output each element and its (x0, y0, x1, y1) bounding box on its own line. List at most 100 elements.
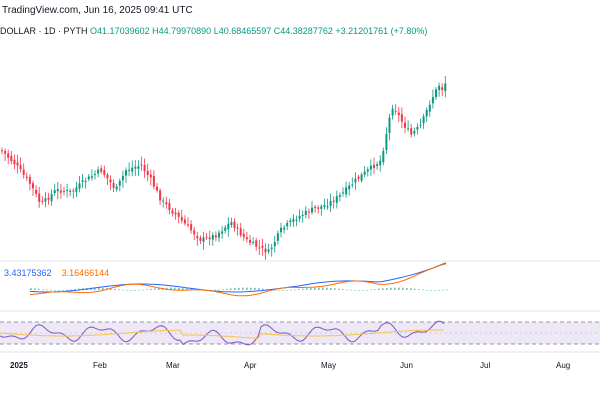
candle-body (391, 108, 394, 116)
x-label-may: May (321, 361, 336, 370)
candle-body (366, 169, 369, 172)
candle-body (431, 97, 434, 104)
candle-body (159, 190, 162, 201)
macd-histogram-bar (330, 287, 332, 290)
candle-body (326, 206, 329, 208)
macd-histogram-bar (250, 287, 252, 290)
candle-body (295, 219, 298, 221)
macd-histogram-bar (54, 289, 56, 291)
candle-body (338, 194, 341, 197)
candle-body (323, 205, 326, 208)
time-axis[interactable]: 2025 Feb Mar Apr May Jun Jul Aug (10, 361, 570, 370)
candle-body (329, 200, 332, 206)
candle-body (7, 153, 10, 158)
macd-histogram-bar (362, 289, 364, 291)
macd-histogram-bar (310, 288, 312, 290)
candle-body (227, 223, 230, 230)
macd-histogram-bar (410, 288, 412, 290)
macd-histogram-bar (178, 287, 180, 290)
candle-body (211, 234, 214, 240)
macd-histogram-bar (174, 287, 176, 290)
candle-body (180, 217, 183, 221)
macd-histogram-bar (246, 287, 248, 290)
candle-body (335, 196, 338, 203)
macd-histogram-bar (46, 289, 48, 291)
macd-histogram-bar (394, 287, 396, 290)
candle-body (143, 165, 146, 172)
candle-body (438, 85, 441, 90)
candle-body (90, 176, 93, 178)
macd-histogram-bar (370, 289, 372, 291)
macd-histogram-bar (218, 289, 220, 291)
macd-histogram-bar (274, 289, 276, 291)
macd-histogram-bar (318, 287, 320, 290)
candle-body (94, 173, 96, 175)
candle-body (410, 128, 413, 135)
macd-histogram-bar (74, 288, 76, 290)
candle-body (221, 231, 224, 234)
macd-histogram-bar (438, 289, 440, 291)
macd-histogram-bar (118, 289, 120, 291)
candle-body (47, 197, 50, 200)
candle-body (53, 190, 56, 194)
macd-histogram-bar (158, 288, 160, 290)
candle-body (255, 240, 258, 247)
candle-body (118, 180, 121, 186)
candle-body (208, 237, 211, 240)
candle-body (245, 237, 248, 240)
candle-body (63, 190, 65, 192)
candle-body (261, 245, 264, 248)
macd-histogram-bar (278, 289, 280, 291)
candle-body (214, 235, 217, 238)
candle-body (400, 114, 403, 122)
macd-histogram-bar (378, 288, 380, 290)
symbol-label[interactable]: DOLLAR · 1D · PYTH (0, 26, 88, 36)
macd-histogram-bar (354, 289, 356, 291)
macd-histogram-bar (30, 288, 32, 290)
macd-histogram-bar (130, 289, 132, 291)
candle-body (224, 227, 227, 231)
candle-body (128, 169, 131, 171)
signal-value: 3.16466144 (61, 268, 110, 278)
macd-histogram-bar (254, 287, 256, 290)
candle-body (149, 174, 152, 178)
candle-body (115, 186, 118, 190)
macd-histogram-bar (138, 289, 140, 291)
candle-body (301, 215, 304, 217)
candle-body (394, 110, 397, 112)
ohlc-legend: DOLLAR · 1D · PYTH O41.17039602 H44.7997… (0, 26, 427, 36)
candle-body (388, 117, 391, 133)
candle-body (199, 237, 202, 241)
candle-body (351, 184, 354, 186)
candle-body (146, 170, 149, 176)
candle-body (311, 207, 313, 213)
candle-body (273, 241, 276, 247)
x-label-apr: Apr (244, 361, 257, 370)
candle-body (276, 233, 279, 241)
candle-body (435, 89, 437, 98)
candle-body (270, 247, 273, 249)
candle-body (196, 236, 199, 239)
candle-body (112, 182, 115, 188)
candle-body (413, 131, 416, 134)
candle-body (239, 228, 242, 236)
candle-body (286, 222, 289, 227)
candle-body (38, 193, 41, 202)
candle-body (441, 87, 444, 91)
macd-histogram-bar (110, 288, 112, 290)
macd-histogram-bar (434, 289, 436, 291)
candle-body (97, 169, 100, 174)
macd-histogram-bar (58, 289, 60, 291)
macd-histogram-bar (222, 289, 224, 291)
candle-body (162, 200, 165, 202)
high-value: H44.79970890 (152, 26, 212, 36)
candle-body (103, 170, 106, 176)
candle-body (156, 186, 158, 191)
candle-body (174, 212, 177, 215)
candle-body (106, 174, 109, 179)
candle-body (280, 227, 282, 233)
macd-histogram-bar (146, 289, 148, 291)
macd-histogram-bar (350, 289, 352, 291)
